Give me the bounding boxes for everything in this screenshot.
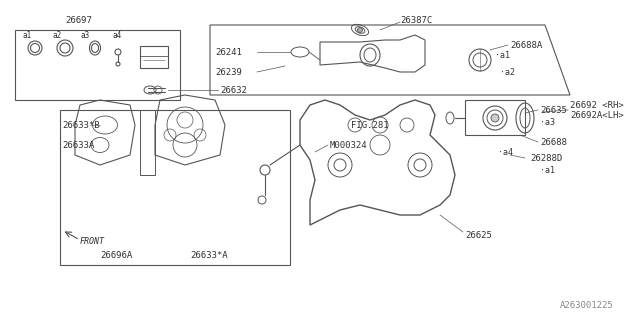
Bar: [60, 110, 290, 265]
Text: 26239: 26239: [215, 68, 242, 76]
Text: 26288D: 26288D: [530, 154, 563, 163]
Text: 26387C: 26387C: [400, 15, 432, 25]
Text: a2: a2: [52, 30, 61, 39]
Circle shape: [358, 28, 362, 33]
Text: 26625: 26625: [465, 230, 492, 239]
Ellipse shape: [491, 114, 499, 122]
Text: ·a1: ·a1: [495, 51, 510, 60]
Text: 26688A: 26688A: [510, 41, 542, 50]
Text: 26633*A: 26633*A: [190, 251, 228, 260]
Bar: [140, 46, 168, 68]
Text: a1: a1: [22, 30, 31, 39]
Text: 26241: 26241: [215, 47, 242, 57]
Text: ·a1: ·a1: [540, 165, 555, 174]
Text: a4: a4: [112, 30, 121, 39]
Text: FRONT: FRONT: [80, 237, 105, 246]
Text: 26692A<LH>: 26692A<LH>: [570, 110, 624, 119]
Text: FIG.281: FIG.281: [351, 121, 389, 130]
Text: ·a2: ·a2: [500, 68, 515, 76]
Text: M000324: M000324: [330, 140, 367, 149]
Text: 26632: 26632: [220, 85, 247, 94]
Text: 26633*B: 26633*B: [62, 121, 100, 130]
Bar: [15, 30, 180, 100]
Text: 26697: 26697: [65, 15, 92, 25]
Text: A263001225: A263001225: [560, 300, 614, 309]
Text: 26633A: 26633A: [62, 140, 94, 149]
Bar: [465, 100, 525, 135]
Text: ·a4: ·a4: [498, 148, 513, 156]
Text: ·a3: ·a3: [540, 117, 555, 126]
Text: 26692 <RH>: 26692 <RH>: [570, 100, 624, 109]
Text: 26696A: 26696A: [100, 251, 132, 260]
Text: 26635: 26635: [540, 106, 567, 115]
Bar: [140, 110, 155, 175]
Text: a3: a3: [80, 30, 89, 39]
Text: 26688: 26688: [540, 138, 567, 147]
